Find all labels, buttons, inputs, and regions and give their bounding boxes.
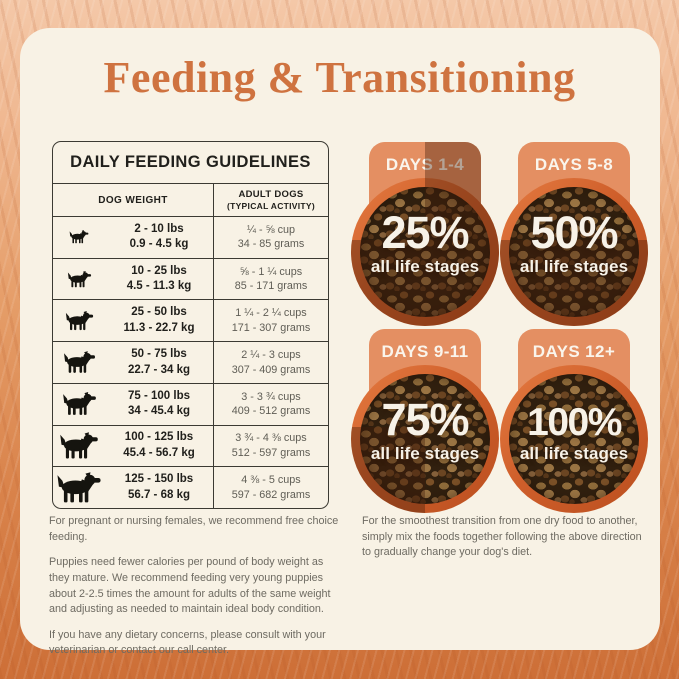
table-row: 100 - 125 lbs 45.4 - 56.7 kg 3 ¾ - 4 ⅜ cu…	[53, 425, 328, 468]
days-label: DAYS 9-11	[381, 342, 469, 361]
weight-lbs: 25 - 50 lbs	[131, 306, 187, 319]
kibble-bowl: 100% all life stages	[500, 365, 648, 513]
table-row: 125 - 150 lbs 56.7 - 68 kg 4 ⅜ - 5 cups 59…	[53, 467, 328, 508]
col-header-adult-dogs: ADULT DOGS (TYPICAL ACTIVITY)	[214, 184, 328, 216]
daily-feeding-guidelines-table: DAILY FEEDING GUIDELINES DOG WEIGHT ADUL…	[52, 141, 329, 509]
dog-icon	[53, 230, 105, 244]
amount-grams: 171 - 307 grams	[231, 321, 311, 334]
transition-tile-days-5-8: DAYS 5-8 50% all life stages	[500, 142, 648, 328]
kibble-bowl: 50% all life stages	[500, 178, 648, 326]
amount-cups: ⅝ - 1 ¼ cups	[239, 265, 303, 278]
transition-tile-days-12-plus: DAYS 12+ 100% all life stages	[500, 329, 648, 515]
amount-cups: 4 ⅜ - 5 cups	[241, 474, 301, 487]
percent-label: 100%	[527, 401, 622, 444]
note-dietary-concerns: If you have any dietary concerns, please…	[49, 628, 326, 657]
transition-tile-days-1-4: DAYS 1-4 25% all life stages	[351, 142, 499, 328]
feeding-notes: For pregnant or nursing females, we reco…	[49, 514, 345, 669]
note-pregnant-nursing: For pregnant or nursing females, we reco…	[49, 515, 339, 543]
weight-kg: 34 - 45.4 kg	[127, 405, 190, 418]
dog-icon	[53, 472, 105, 504]
dog-icon	[53, 392, 105, 416]
table-header-row: DOG WEIGHT ADULT DOGS (TYPICAL ACTIVITY)	[53, 184, 328, 217]
amount-grams: 34 - 85 grams	[237, 238, 305, 251]
weight-lbs: 125 - 150 lbs	[124, 473, 194, 486]
dog-icon	[53, 351, 105, 374]
weight-kg: 11.3 - 22.7 kg	[123, 321, 195, 334]
amount-cups: 2 ¼ - 3 cups	[241, 348, 301, 361]
table-row: 25 - 50 lbs 11.3 - 22.7 kg 1 ¼ - 2 ¼ cups…	[53, 300, 328, 343]
weight-kg: 4.5 - 11.3 kg	[126, 280, 192, 293]
weight-kg: 45.4 - 56.7 kg	[123, 446, 195, 459]
weight-lbs: 50 - 75 lbs	[131, 348, 187, 360]
amount-cups: 1 ¼ - 2 ¼ cups	[235, 307, 307, 320]
table-title: DAILY FEEDING GUIDELINES	[53, 142, 328, 184]
kibble-texture	[509, 187, 639, 317]
amount-grams: 307 - 409 grams	[231, 363, 311, 376]
note-smooth-transition: For the smoothest transition from one dr…	[362, 515, 642, 559]
percent-label: 75%	[381, 394, 469, 445]
transition-note: For the smoothest transition from one dr…	[362, 514, 646, 571]
dog-icon	[53, 432, 105, 460]
amount-cups: ¼ - ⅝ cup	[246, 223, 295, 236]
weight-kg: 22.7 - 34 kg	[127, 363, 190, 376]
col-header-adult-dogs-line2: (TYPICAL ACTIVITY)	[226, 200, 316, 211]
col-header-adult-dogs-line1: ADULT DOGS	[238, 189, 304, 201]
amount-grams: 597 - 682 grams	[231, 488, 311, 501]
life-stages-label: all life stages	[519, 444, 629, 463]
days-label: DAYS 1-4	[385, 155, 465, 174]
percent-label: 25%	[381, 207, 469, 258]
amount-grams: 512 - 597 grams	[231, 446, 311, 459]
days-label: DAYS 5-8	[534, 155, 614, 174]
dog-icon	[53, 271, 105, 288]
life-stages-label: all life stages	[370, 257, 480, 276]
kibble-texture	[360, 187, 490, 317]
weight-lbs: 2 - 10 lbs	[134, 222, 184, 235]
weight-kg: 0.9 - 4.5 kg	[129, 238, 189, 251]
table-body: 2 - 10 lbs 0.9 - 4.5 kg ¼ - ⅝ cup 34 - 85 …	[53, 217, 328, 508]
amount-cups: 3 ¾ - 4 ⅜ cups	[235, 432, 307, 445]
table-row: 10 - 25 lbs 4.5 - 11.3 kg ⅝ - 1 ¼ cups 85 …	[53, 258, 328, 301]
weight-kg: 56.7 - 68 kg	[127, 488, 190, 501]
life-stages-label: all life stages	[370, 444, 480, 463]
table-row: 50 - 75 lbs 22.7 - 34 kg 2 ¼ - 3 cups 307 …	[53, 342, 328, 384]
weight-lbs: 100 - 125 lbs	[124, 431, 194, 444]
percent-label: 50%	[530, 207, 618, 258]
transition-tile-days-9-11: DAYS 9-11 75% all life stages	[351, 329, 499, 515]
kibble-bowl: 75% all life stages	[351, 365, 499, 513]
amount-cups: 3 - 3 ¾ cups	[241, 390, 301, 403]
kibble-texture	[509, 374, 639, 504]
dog-icon	[53, 311, 105, 331]
weight-lbs: 75 - 100 lbs	[127, 389, 190, 402]
col-header-dog-weight: DOG WEIGHT	[53, 184, 214, 216]
kibble-bowl: 25% all life stages	[351, 178, 499, 326]
days-label: DAYS 12+	[532, 342, 616, 361]
kibble-texture	[360, 374, 490, 504]
life-stages-label: all life stages	[519, 257, 629, 276]
page-title: Feeding & Transitioning	[103, 53, 576, 102]
note-puppies: Puppies need fewer calories per pound of…	[49, 556, 331, 616]
weight-lbs: 10 - 25 lbs	[131, 264, 187, 277]
amount-grams: 409 - 512 grams	[231, 405, 311, 418]
table-row: 75 - 100 lbs 34 - 45.4 kg 3 - 3 ¾ cups 409…	[53, 383, 328, 426]
table-row: 2 - 10 lbs 0.9 - 4.5 kg ¼ - ⅝ cup 34 - 85 …	[53, 217, 328, 259]
amount-grams: 85 - 171 grams	[234, 280, 308, 293]
